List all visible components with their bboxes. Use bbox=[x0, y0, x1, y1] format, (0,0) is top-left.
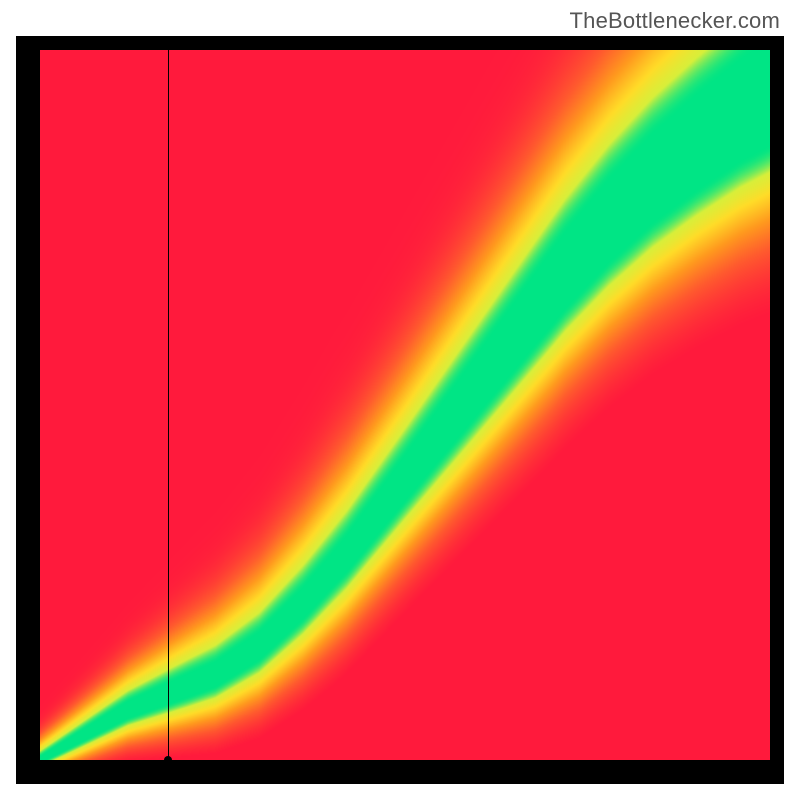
heatmap-canvas bbox=[40, 50, 770, 760]
crosshair-horizontal-line bbox=[40, 760, 168, 761]
watermark-text: TheBottlenecker.com bbox=[570, 8, 780, 34]
chart-frame bbox=[16, 36, 784, 784]
crosshair-vertical-line bbox=[168, 50, 169, 760]
crosshair-dot-icon bbox=[164, 756, 172, 764]
plot-area bbox=[40, 50, 770, 760]
chart-container: TheBottlenecker.com bbox=[0, 0, 800, 800]
